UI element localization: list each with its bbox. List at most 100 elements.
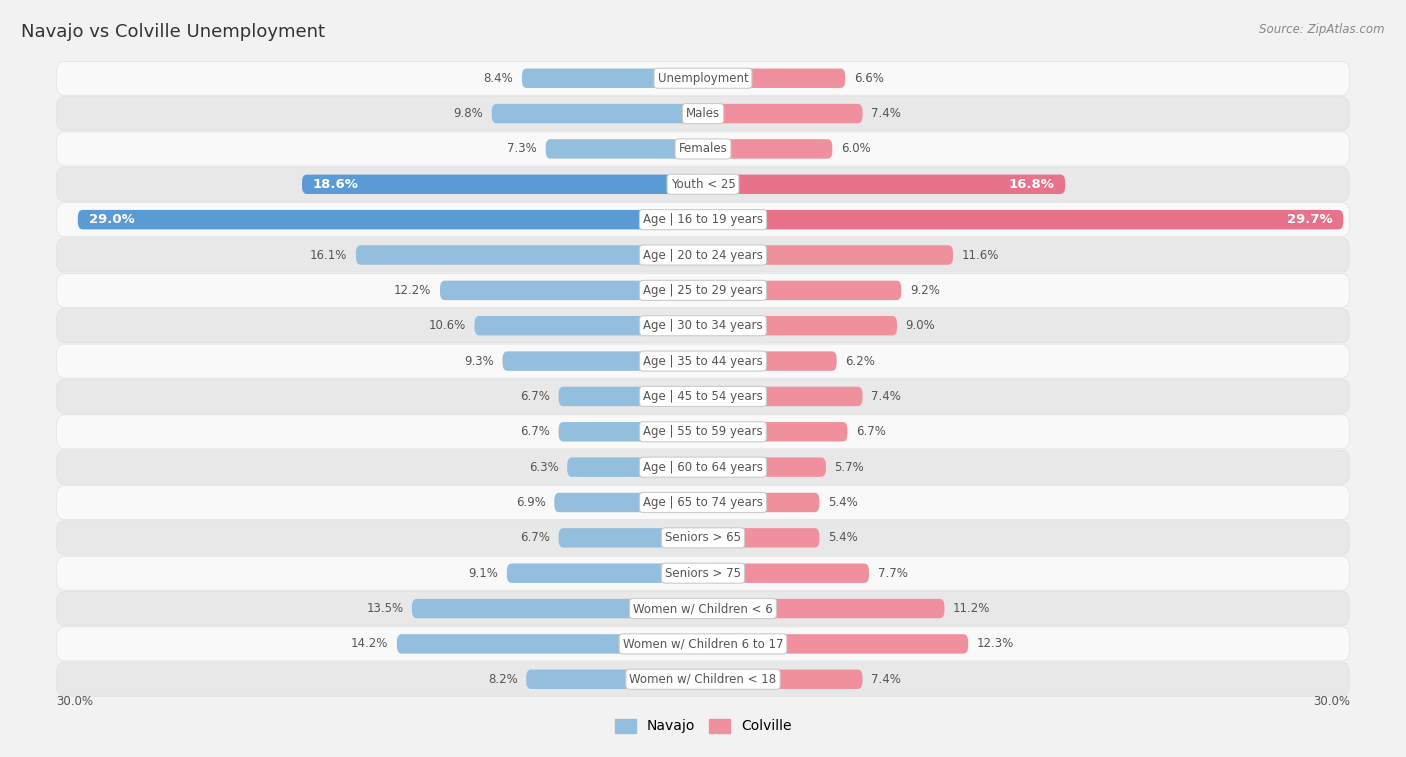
FancyBboxPatch shape xyxy=(56,415,1350,449)
Text: 10.6%: 10.6% xyxy=(429,319,465,332)
FancyBboxPatch shape xyxy=(356,245,703,265)
FancyBboxPatch shape xyxy=(56,662,1350,696)
Text: Women w/ Children < 18: Women w/ Children < 18 xyxy=(630,673,776,686)
FancyBboxPatch shape xyxy=(412,599,703,618)
Text: Age | 65 to 74 years: Age | 65 to 74 years xyxy=(643,496,763,509)
Text: Source: ZipAtlas.com: Source: ZipAtlas.com xyxy=(1260,23,1385,36)
Text: 5.4%: 5.4% xyxy=(828,531,858,544)
Text: 9.8%: 9.8% xyxy=(453,107,484,120)
Text: 13.5%: 13.5% xyxy=(366,602,404,615)
FancyBboxPatch shape xyxy=(56,521,1350,555)
FancyBboxPatch shape xyxy=(56,556,1350,590)
FancyBboxPatch shape xyxy=(56,132,1350,166)
FancyBboxPatch shape xyxy=(56,203,1350,237)
Text: Age | 55 to 59 years: Age | 55 to 59 years xyxy=(643,425,763,438)
Text: 7.4%: 7.4% xyxy=(872,107,901,120)
FancyBboxPatch shape xyxy=(703,281,901,300)
FancyBboxPatch shape xyxy=(56,97,1350,130)
FancyBboxPatch shape xyxy=(77,210,703,229)
Text: 18.6%: 18.6% xyxy=(312,178,359,191)
Text: Navajo vs Colville Unemployment: Navajo vs Colville Unemployment xyxy=(21,23,325,41)
Text: 6.2%: 6.2% xyxy=(845,354,875,368)
FancyBboxPatch shape xyxy=(554,493,703,512)
Text: 14.2%: 14.2% xyxy=(352,637,388,650)
Text: 6.3%: 6.3% xyxy=(529,461,558,474)
FancyBboxPatch shape xyxy=(56,344,1350,378)
FancyBboxPatch shape xyxy=(302,175,703,194)
FancyBboxPatch shape xyxy=(703,210,1343,229)
FancyBboxPatch shape xyxy=(56,61,1350,95)
FancyBboxPatch shape xyxy=(703,669,862,689)
FancyBboxPatch shape xyxy=(703,563,869,583)
Text: Age | 20 to 24 years: Age | 20 to 24 years xyxy=(643,248,763,261)
Text: 16.1%: 16.1% xyxy=(309,248,347,261)
Text: 8.2%: 8.2% xyxy=(488,673,517,686)
Text: Age | 45 to 54 years: Age | 45 to 54 years xyxy=(643,390,763,403)
FancyBboxPatch shape xyxy=(56,238,1350,272)
Text: 9.1%: 9.1% xyxy=(468,567,498,580)
FancyBboxPatch shape xyxy=(56,273,1350,307)
FancyBboxPatch shape xyxy=(703,422,848,441)
Text: 7.4%: 7.4% xyxy=(872,390,901,403)
FancyBboxPatch shape xyxy=(703,316,897,335)
Text: 29.0%: 29.0% xyxy=(89,213,135,226)
Text: 29.7%: 29.7% xyxy=(1286,213,1333,226)
FancyBboxPatch shape xyxy=(56,627,1350,661)
FancyBboxPatch shape xyxy=(703,457,825,477)
Text: Age | 16 to 19 years: Age | 16 to 19 years xyxy=(643,213,763,226)
FancyBboxPatch shape xyxy=(558,422,703,441)
Text: 12.2%: 12.2% xyxy=(394,284,432,297)
FancyBboxPatch shape xyxy=(558,387,703,407)
FancyBboxPatch shape xyxy=(502,351,703,371)
FancyBboxPatch shape xyxy=(567,457,703,477)
Text: 5.4%: 5.4% xyxy=(828,496,858,509)
Text: 5.7%: 5.7% xyxy=(835,461,865,474)
Text: 11.2%: 11.2% xyxy=(953,602,990,615)
Text: 9.2%: 9.2% xyxy=(910,284,939,297)
FancyBboxPatch shape xyxy=(474,316,703,335)
Text: Age | 25 to 29 years: Age | 25 to 29 years xyxy=(643,284,763,297)
Text: 7.7%: 7.7% xyxy=(877,567,907,580)
FancyBboxPatch shape xyxy=(703,139,832,159)
FancyBboxPatch shape xyxy=(56,485,1350,519)
FancyBboxPatch shape xyxy=(703,351,837,371)
Text: 30.0%: 30.0% xyxy=(56,695,93,708)
FancyBboxPatch shape xyxy=(56,379,1350,413)
Text: Age | 35 to 44 years: Age | 35 to 44 years xyxy=(643,354,763,368)
Text: 7.3%: 7.3% xyxy=(508,142,537,155)
Text: 11.6%: 11.6% xyxy=(962,248,1000,261)
Text: Women w/ Children < 6: Women w/ Children < 6 xyxy=(633,602,773,615)
FancyBboxPatch shape xyxy=(56,591,1350,625)
Text: Age | 60 to 64 years: Age | 60 to 64 years xyxy=(643,461,763,474)
Text: 9.3%: 9.3% xyxy=(464,354,494,368)
FancyBboxPatch shape xyxy=(703,69,845,88)
Text: Seniors > 75: Seniors > 75 xyxy=(665,567,741,580)
Text: 6.7%: 6.7% xyxy=(856,425,886,438)
FancyBboxPatch shape xyxy=(56,309,1350,343)
Text: 8.4%: 8.4% xyxy=(484,72,513,85)
Text: 6.0%: 6.0% xyxy=(841,142,870,155)
FancyBboxPatch shape xyxy=(558,528,703,547)
Legend: Navajo, Colville: Navajo, Colville xyxy=(609,713,797,739)
Text: Women w/ Children 6 to 17: Women w/ Children 6 to 17 xyxy=(623,637,783,650)
Text: 30.0%: 30.0% xyxy=(1313,695,1350,708)
FancyBboxPatch shape xyxy=(440,281,703,300)
FancyBboxPatch shape xyxy=(703,493,820,512)
Text: 12.3%: 12.3% xyxy=(977,637,1014,650)
FancyBboxPatch shape xyxy=(492,104,703,123)
Text: 9.0%: 9.0% xyxy=(905,319,935,332)
Text: 16.8%: 16.8% xyxy=(1008,178,1054,191)
Text: 7.4%: 7.4% xyxy=(872,673,901,686)
Text: Females: Females xyxy=(679,142,727,155)
Text: Unemployment: Unemployment xyxy=(658,72,748,85)
FancyBboxPatch shape xyxy=(703,387,862,407)
FancyBboxPatch shape xyxy=(703,599,945,618)
Text: Seniors > 65: Seniors > 65 xyxy=(665,531,741,544)
FancyBboxPatch shape xyxy=(396,634,703,653)
Text: Youth < 25: Youth < 25 xyxy=(671,178,735,191)
FancyBboxPatch shape xyxy=(56,450,1350,484)
Text: 6.9%: 6.9% xyxy=(516,496,546,509)
FancyBboxPatch shape xyxy=(703,245,953,265)
Text: 6.7%: 6.7% xyxy=(520,531,550,544)
FancyBboxPatch shape xyxy=(703,104,862,123)
